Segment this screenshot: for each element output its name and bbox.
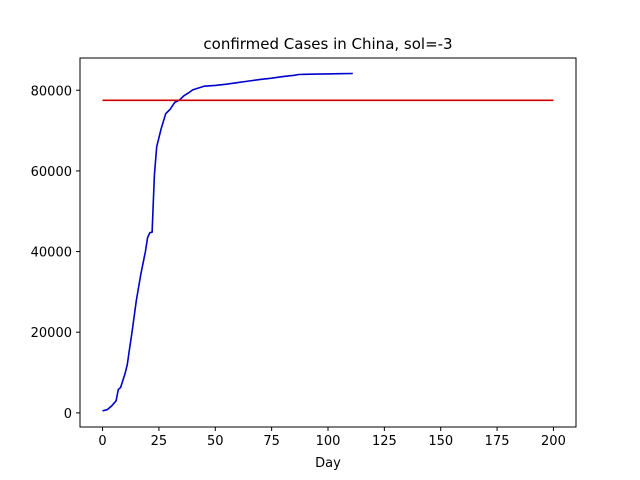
y-tick-label: 20000 <box>31 326 72 341</box>
x-tick-label: 200 <box>541 434 566 449</box>
series-group <box>102 72 554 412</box>
x-tick-label: 175 <box>485 434 510 449</box>
y-tick-label: 60000 <box>31 165 72 180</box>
x-tick-label: 50 <box>207 434 224 449</box>
y-tick-label: 80000 <box>31 84 72 99</box>
y-ticks: 0 20000 40000 60000 80000 <box>31 84 80 422</box>
x-tick-label: 25 <box>151 434 168 449</box>
x-tick-label: 0 <box>98 434 106 449</box>
x-ticks: 0 25 50 75 100 125 150 175 200 <box>98 427 566 449</box>
chart-title: confirmed Cases in China, sol=-3 <box>203 35 452 53</box>
x-tick-label: 125 <box>372 434 397 449</box>
x-axis-label: Day <box>315 456 341 471</box>
y-tick-label: 40000 <box>31 246 72 261</box>
x-tick-label: 150 <box>428 434 453 449</box>
x-tick-label: 100 <box>316 434 341 449</box>
series-line-cases <box>102 72 353 412</box>
plot-frame <box>79 57 577 428</box>
plot-area <box>79 57 577 428</box>
y-tick-label: 0 <box>64 407 72 422</box>
x-tick-label: 75 <box>263 434 280 449</box>
